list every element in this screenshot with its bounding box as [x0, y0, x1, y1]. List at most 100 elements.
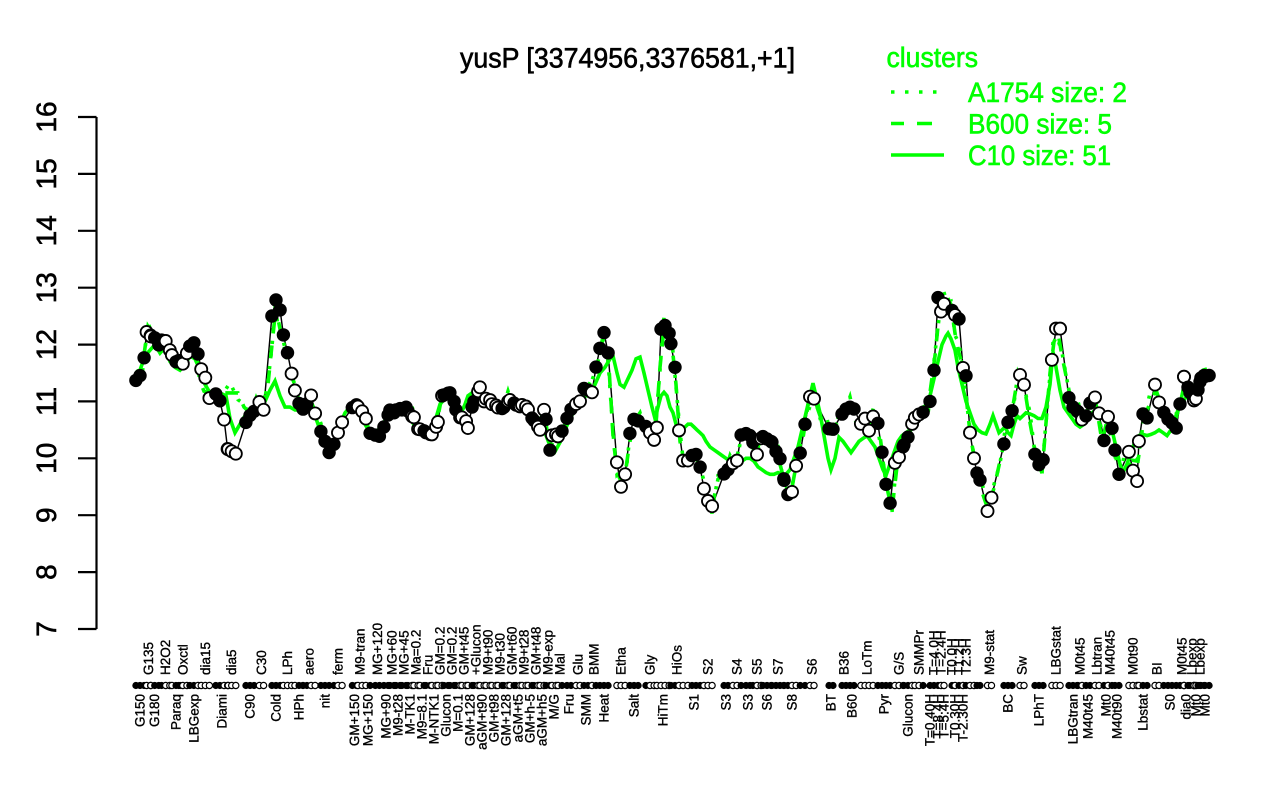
svg-text:HiTm: HiTm: [656, 694, 671, 726]
svg-text:nit: nit: [318, 694, 333, 709]
svg-text:Glucon: Glucon: [901, 694, 916, 737]
svg-text:M9=8.1: M9=8.1: [415, 694, 430, 739]
svg-text:B600 size: 5: B600 size: 5: [968, 109, 1112, 140]
svg-text:LPhT: LPhT: [1032, 694, 1047, 726]
svg-text:GM+t60: GM+t60: [505, 627, 520, 675]
svg-text:BT: BT: [824, 694, 839, 711]
svg-text:T=2.4H: T=2.4H: [934, 630, 949, 675]
svg-text:14: 14: [31, 215, 62, 246]
svg-text:Fru: Fru: [421, 655, 436, 675]
svg-text:Lbtran: Lbtran: [1090, 637, 1105, 675]
svg-text:M9+t28: M9+t28: [517, 630, 532, 675]
svg-text:Lbexp: Lbexp: [1185, 638, 1200, 675]
svg-text:M9+t90: M9+t90: [481, 630, 496, 675]
svg-text:T0.0H: T0.0H: [945, 638, 960, 675]
svg-text:aGM+t5: aGM+t5: [511, 694, 526, 742]
svg-text:LoTm: LoTm: [860, 640, 875, 675]
svg-text:Oxctl: Oxctl: [175, 644, 190, 675]
svg-text:BI: BI: [1150, 662, 1165, 675]
svg-text:15: 15: [31, 158, 62, 189]
svg-text:G180: G180: [147, 694, 162, 727]
svg-text:Diami: Diami: [215, 694, 230, 729]
svg-text:S3: S3: [741, 694, 756, 711]
svg-text:T1.2H: T1.2H: [952, 638, 967, 675]
svg-text:clusters: clusters: [887, 42, 979, 73]
svg-text:8: 8: [31, 564, 62, 580]
svg-text:GM+150: GM+150: [347, 694, 362, 746]
svg-text:M9-t30: M9-t30: [493, 633, 508, 675]
svg-text:T-2.30H: T-2.30H: [956, 694, 971, 742]
svg-text:7: 7: [31, 621, 62, 637]
svg-text:M9-stat: M9-stat: [982, 630, 997, 675]
svg-text:16: 16: [31, 101, 62, 132]
svg-text:Cold: Cold: [269, 694, 284, 722]
svg-text:M0t90: M0t90: [1126, 637, 1141, 675]
svg-text:T2.3H: T2.3H: [959, 638, 974, 675]
svg-text:M9-tran: M9-tran: [353, 628, 368, 675]
svg-text:M9-exp: M9-exp: [541, 630, 556, 675]
svg-text:12: 12: [31, 329, 62, 360]
svg-text:M9-t28: M9-t28: [391, 694, 406, 736]
svg-text:Fru: Fru: [562, 694, 577, 714]
svg-text:ferm: ferm: [331, 648, 346, 675]
svg-text:+Glucon: +Glucon: [469, 624, 484, 675]
svg-text:GM=0.2: GM=0.2: [445, 627, 460, 675]
svg-text:Ma=0.2: Ma=0.2: [409, 630, 424, 675]
svg-text:HPh: HPh: [292, 694, 307, 720]
svg-text:aero: aero: [302, 648, 317, 675]
svg-text:Mt0: Mt0: [1189, 694, 1204, 717]
svg-text:10: 10: [31, 443, 62, 474]
svg-text:GM+t45: GM+t45: [457, 627, 472, 675]
svg-text:HiOs: HiOs: [670, 645, 685, 675]
svg-text:dia15: dia15: [198, 642, 213, 675]
svg-text:dia5: dia5: [224, 649, 239, 675]
svg-text:S4: S4: [730, 658, 745, 675]
svg-text:M-NTK1: M-NTK1: [427, 694, 442, 744]
svg-text:GM+t98: GM+t98: [487, 694, 502, 742]
svg-text:T=0.40H: T=0.40H: [923, 694, 938, 746]
svg-text:BMM: BMM: [587, 644, 602, 676]
svg-text:LPh: LPh: [280, 651, 295, 675]
svg-text:M40t45: M40t45: [1103, 630, 1118, 675]
svg-text:B36: B36: [837, 651, 852, 675]
svg-text:GM=0.2: GM=0.2: [433, 627, 448, 675]
svg-text:S8: S8: [785, 694, 800, 711]
svg-text:SMM: SMM: [579, 694, 594, 726]
svg-text:Mt0: Mt0: [1099, 694, 1114, 717]
svg-text:GM+128: GM+128: [463, 694, 478, 746]
svg-text:S2: S2: [701, 658, 716, 675]
svg-text:M0t45: M0t45: [1175, 637, 1190, 675]
svg-text:M=0.1: M=0.1: [451, 694, 466, 732]
svg-text:M-TK1: M-TK1: [403, 694, 418, 735]
svg-text:H2O2: H2O2: [158, 640, 173, 675]
svg-text:M40t90: M40t90: [1110, 694, 1125, 739]
svg-text:aGM+h5: aGM+h5: [535, 694, 550, 746]
svg-text:LBGtran: LBGtran: [1066, 694, 1081, 744]
svg-text:yusP [3374956,3376581,+1]: yusP [3374956,3376581,+1]: [460, 43, 795, 74]
svg-text:S1: S1: [687, 694, 702, 711]
svg-text:T=4.0H: T=4.0H: [927, 630, 942, 675]
svg-text:GM+128: GM+128: [499, 694, 514, 746]
svg-text:G135: G135: [141, 642, 156, 675]
svg-text:MG+90: MG+90: [379, 694, 394, 739]
svg-text:GM+t48: GM+t48: [529, 627, 544, 675]
svg-text:GM+h-5: GM+h-5: [523, 694, 538, 743]
svg-text:C10 size: 51: C10 size: 51: [968, 140, 1111, 171]
svg-text:S0: S0: [1163, 694, 1178, 711]
svg-text:11: 11: [31, 387, 62, 416]
svg-text:Mt0: Mt0: [1198, 694, 1213, 717]
svg-text:G150: G150: [133, 694, 148, 727]
svg-text:A1754 size: 2: A1754 size: 2: [968, 77, 1127, 108]
svg-text:C90: C90: [243, 694, 258, 719]
svg-text:Lbstat: Lbstat: [1136, 694, 1151, 731]
svg-text:SMMPr: SMMPr: [912, 630, 927, 676]
svg-text:MG+150: MG+150: [361, 694, 376, 746]
svg-text:13: 13: [31, 272, 62, 303]
svg-text:T=8.4H: T=8.4H: [931, 694, 946, 739]
svg-text:MG+60: MG+60: [385, 630, 400, 675]
svg-text:B60: B60: [845, 694, 860, 718]
svg-text:aGM+t90: aGM+t90: [475, 694, 490, 750]
svg-text:BC: BC: [1001, 694, 1016, 713]
svg-text:Etha: Etha: [614, 647, 629, 675]
svg-text:Heat: Heat: [597, 694, 612, 723]
